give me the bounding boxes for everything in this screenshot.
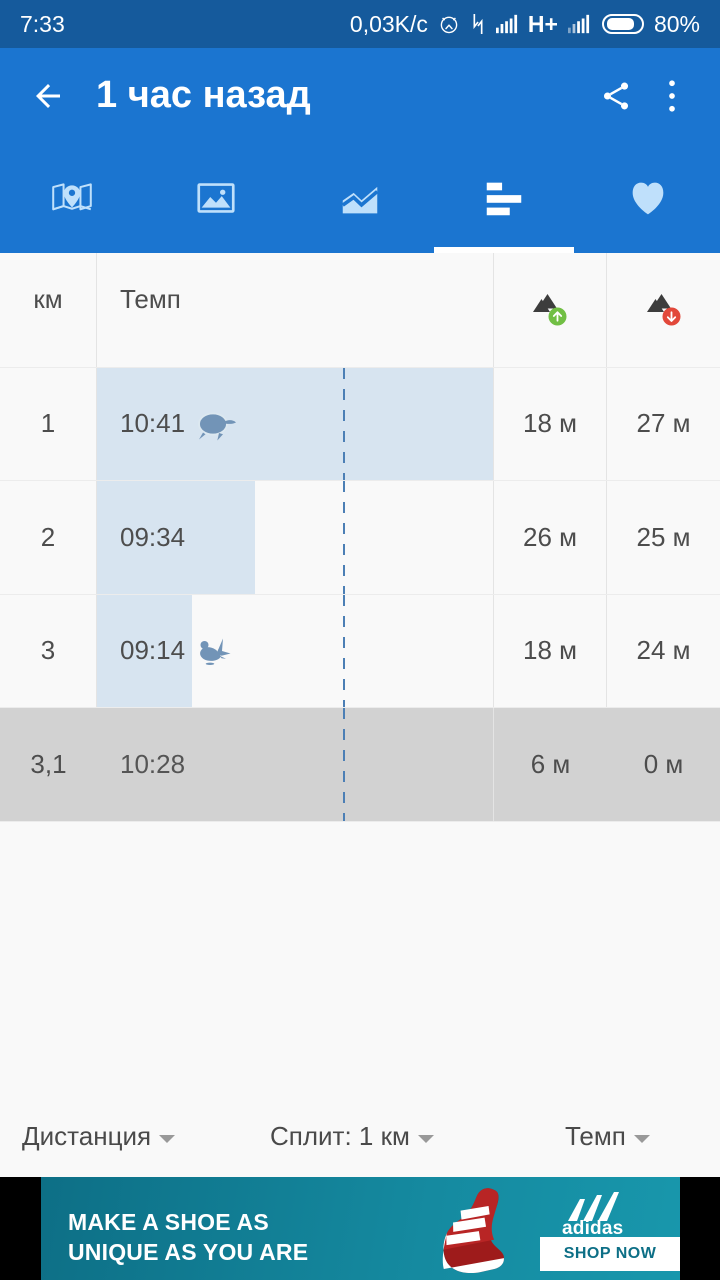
svg-text:adidas: adidas [562, 1218, 623, 1237]
